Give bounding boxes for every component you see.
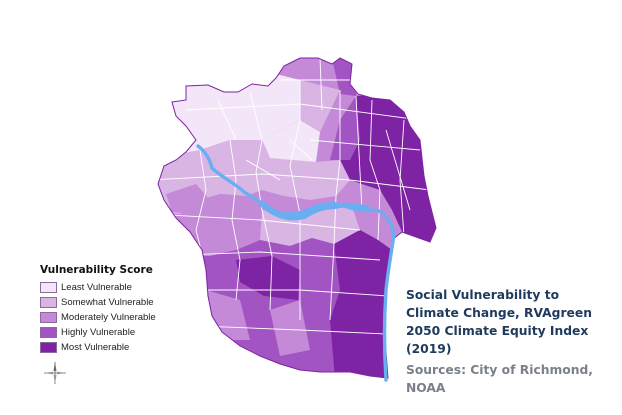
legend-label: Moderately Vulnerable	[61, 312, 156, 323]
region-south-core	[236, 256, 300, 300]
legend-title: Vulnerability Score	[40, 264, 153, 276]
region-downtown	[256, 158, 350, 200]
compass-rose-icon	[44, 362, 66, 384]
legend: Vulnerability Score Least Vulnerable Som…	[40, 264, 200, 355]
legend-item: Most Vulnerable	[40, 340, 200, 355]
legend-item: Highly Vulnerable	[40, 325, 200, 340]
legend-item: Somewhat Vulnerable	[40, 295, 200, 310]
region-north-central	[300, 80, 340, 132]
legend-swatch	[40, 342, 57, 353]
caption-title: Social Vulnerability to Climate Change, …	[406, 288, 592, 356]
caption-sources: Sources: City of Richmond, NOAA	[406, 363, 593, 395]
legend-swatch	[40, 327, 57, 338]
legend-swatch	[40, 312, 57, 323]
river-east-section	[333, 202, 371, 211]
river-wide-section	[259, 201, 339, 221]
region-southeast	[330, 230, 392, 378]
legend-label: Somewhat Vulnerable	[61, 297, 154, 308]
map-caption: Social Vulnerability to Climate Change, …	[406, 286, 616, 397]
legend-label: Highly Vulnerable	[61, 327, 136, 338]
legend-item: Least Vulnerable	[40, 280, 200, 295]
legend-swatch	[40, 282, 57, 293]
legend-label: Most Vulnerable	[61, 342, 130, 353]
region-southeast-light	[300, 206, 360, 244]
legend-item: Moderately Vulnerable	[40, 310, 200, 325]
legend-swatch	[40, 297, 57, 308]
legend-label: Least Vulnerable	[61, 282, 132, 293]
neighborhood-boundaries	[158, 58, 431, 335]
